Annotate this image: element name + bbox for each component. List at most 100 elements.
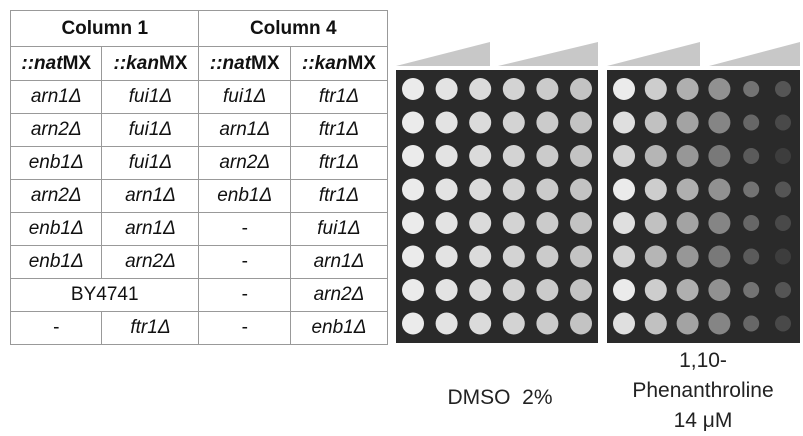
yeast-spot (469, 212, 491, 234)
yeast-spot (436, 279, 458, 301)
yeast-spot (536, 145, 558, 167)
yeast-spot (708, 313, 730, 335)
yeast-spot (570, 279, 592, 301)
dilution-wedge (709, 42, 800, 66)
yeast-spot (677, 112, 699, 134)
yeast-spot (743, 282, 759, 298)
yeast-spot (677, 313, 699, 335)
yeast-spot (436, 246, 458, 268)
yeast-spot (743, 215, 759, 231)
yeast-spot (469, 78, 491, 100)
yeast-spot (469, 179, 491, 201)
yeast-spot (536, 112, 558, 134)
yeast-spot (570, 145, 592, 167)
yeast-spot (775, 81, 791, 97)
yeast-spot (503, 246, 525, 268)
yeast-spot (613, 313, 635, 335)
yeast-spot (469, 246, 491, 268)
yeast-spot (503, 112, 525, 134)
yeast-spot (402, 246, 424, 268)
yeast-spot (503, 78, 525, 100)
yeast-spot (469, 145, 491, 167)
yeast-spot (402, 78, 424, 100)
yeast-spot (645, 112, 667, 134)
yeast-spot (677, 279, 699, 301)
yeast-spot (708, 112, 730, 134)
yeast-spot (570, 78, 592, 100)
yeast-spot (775, 316, 791, 332)
yeast-spot (743, 148, 759, 164)
dilution-wedge (396, 42, 490, 66)
yeast-spot (775, 282, 791, 298)
plate-dmso (396, 70, 598, 343)
yeast-spot (469, 112, 491, 134)
yeast-spot (402, 212, 424, 234)
yeast-spot (570, 112, 592, 134)
yeast-spot (570, 246, 592, 268)
dilution-wedge (607, 42, 700, 66)
yeast-spot (677, 145, 699, 167)
yeast-spot (645, 246, 667, 268)
yeast-spot (503, 145, 525, 167)
yeast-spot (743, 316, 759, 332)
yeast-spot (402, 145, 424, 167)
yeast-spot (743, 81, 759, 97)
yeast-spot (645, 313, 667, 335)
yeast-spot (613, 78, 635, 100)
yeast-spot (775, 148, 791, 164)
yeast-spot (536, 179, 558, 201)
plate-phen (607, 70, 800, 343)
page: {"table": { "groups": ["Column 1", "Colu… (0, 0, 803, 432)
yeast-spot (677, 78, 699, 100)
yeast-spot (677, 179, 699, 201)
yeast-spot (613, 179, 635, 201)
yeast-spot (677, 246, 699, 268)
yeast-spot (775, 215, 791, 231)
yeast-spot (436, 78, 458, 100)
yeast-spot (708, 212, 730, 234)
yeast-spot (536, 78, 558, 100)
yeast-spot (570, 212, 592, 234)
yeast-spot (645, 279, 667, 301)
phen-line: 1,10- (613, 346, 793, 376)
yeast-spot (743, 115, 759, 131)
yeast-spot (402, 112, 424, 134)
yeast-spot (775, 115, 791, 131)
yeast-spot (402, 179, 424, 201)
yeast-spot (469, 279, 491, 301)
yeast-spot (743, 182, 759, 198)
yeast-spot (613, 279, 635, 301)
yeast-spot (613, 246, 635, 268)
phen-label: 1,10- Phenanthroline 14 μM (613, 346, 793, 436)
yeast-spot (775, 182, 791, 198)
yeast-spot (775, 249, 791, 265)
yeast-spot (645, 212, 667, 234)
yeast-spot (402, 313, 424, 335)
yeast-spot (503, 179, 525, 201)
yeast-spot (536, 313, 558, 335)
phen-line: Phenanthroline (613, 376, 793, 406)
yeast-spot (436, 179, 458, 201)
yeast-spot (708, 246, 730, 268)
yeast-spot (436, 313, 458, 335)
yeast-spot (677, 212, 699, 234)
yeast-spot (613, 212, 635, 234)
yeast-spot (503, 313, 525, 335)
yeast-spot (536, 279, 558, 301)
yeast-spot (708, 179, 730, 201)
dmso-label: DMSO 2% (420, 383, 580, 413)
yeast-spot (645, 145, 667, 167)
dilution-wedge (498, 42, 598, 66)
yeast-spot (436, 112, 458, 134)
yeast-spot (536, 246, 558, 268)
yeast-spot (645, 78, 667, 100)
yeast-spot (645, 179, 667, 201)
yeast-spot (536, 212, 558, 234)
yeast-spot (570, 313, 592, 335)
yeast-spot (743, 249, 759, 265)
yeast-spot (503, 212, 525, 234)
yeast-spot (708, 145, 730, 167)
yeast-spot (613, 112, 635, 134)
yeast-spot (708, 279, 730, 301)
yeast-spot (436, 212, 458, 234)
